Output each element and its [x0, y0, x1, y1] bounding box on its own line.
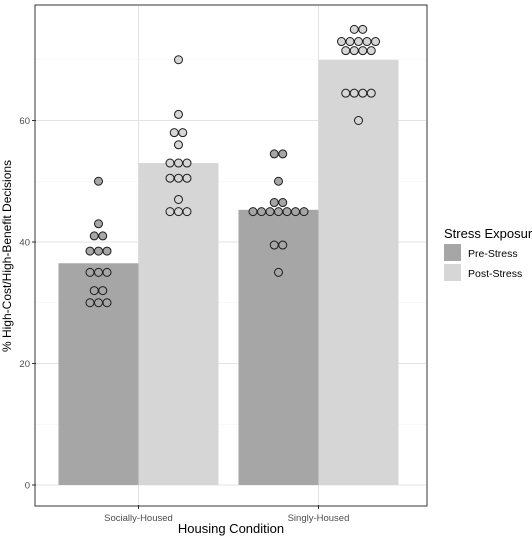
data-point: [371, 37, 380, 47]
data-point: [354, 37, 363, 47]
data-point: [85, 267, 95, 277]
data-point: [85, 246, 95, 256]
data-point: [349, 88, 359, 98]
data-point: [178, 128, 188, 138]
data-point: [366, 46, 376, 56]
data-point: [274, 207, 283, 217]
data-point: [94, 246, 103, 256]
data-point: [89, 231, 99, 241]
data-point: [174, 109, 183, 119]
data-point: [257, 207, 266, 217]
data-point: [165, 158, 175, 168]
bar-post-stress-singly-housed: [318, 59, 399, 485]
bar-pre-stress-socially-housed: [58, 263, 139, 485]
legend-title: Stress Exposure: [444, 226, 532, 241]
data-point: [282, 207, 292, 217]
data-point: [174, 207, 183, 217]
data-point: [174, 173, 183, 183]
data-point: [366, 88, 376, 98]
x-axis: Socially-Housed Singly-Housed: [104, 505, 349, 524]
data-point: [94, 176, 103, 186]
legend-label-post-stress: Post-Stress: [468, 268, 522, 280]
data-point: [269, 198, 279, 208]
data-point: [358, 24, 368, 34]
data-point: [94, 298, 103, 308]
data-point: [269, 149, 279, 159]
data-point: [358, 46, 368, 56]
x-tick-label: Socially-Housed: [104, 513, 173, 524]
data-point: [174, 55, 183, 65]
data-point: [278, 149, 288, 159]
data-point: [349, 24, 359, 34]
y-axis-label: % High-Cost/High-Benefit Decisions: [0, 160, 14, 352]
y-tick-label: 0: [25, 481, 30, 492]
y-tick-label: 60: [19, 116, 30, 127]
data-point: [274, 267, 283, 277]
points-group: [85, 24, 380, 308]
data-point: [174, 158, 183, 168]
data-point: [182, 158, 192, 168]
data-point: [98, 231, 108, 241]
data-point: [174, 194, 183, 204]
data-point: [278, 240, 288, 250]
data-point: [345, 37, 355, 47]
bar-pre-stress-singly-housed: [238, 209, 319, 486]
y-tick-label: 20: [19, 359, 30, 370]
data-point: [182, 207, 192, 217]
bar-post-stress-socially-housed: [138, 163, 219, 485]
data-point: [174, 140, 183, 150]
legend-label-pre-stress: Pre-Stress: [468, 248, 518, 260]
data-point: [269, 240, 279, 250]
data-point: [299, 207, 309, 217]
data-point: [169, 128, 179, 138]
bars-group: [58, 59, 399, 486]
data-point: [165, 173, 175, 183]
data-point: [248, 207, 258, 217]
data-point: [89, 286, 99, 296]
x-tick-label: Singly-Housed: [288, 513, 350, 524]
data-point: [165, 207, 175, 217]
data-point: [337, 37, 346, 47]
data-point: [98, 286, 108, 296]
x-axis-label: Housing Condition: [178, 521, 284, 536]
data-point: [265, 207, 275, 217]
y-tick-label: 40: [19, 238, 30, 249]
legend: Stress Exposure Pre-Stress Post-Stress: [444, 226, 532, 281]
data-point: [354, 116, 363, 125]
data-point: [102, 267, 112, 277]
data-point: [94, 267, 103, 277]
data-point: [341, 46, 351, 56]
legend-key-pre-stress: [444, 244, 461, 261]
data-point: [102, 246, 112, 256]
y-axis: 0 20 40 60: [19, 116, 36, 492]
legend-key-post-stress: [444, 264, 461, 281]
data-point: [278, 198, 288, 208]
data-point: [349, 46, 359, 56]
data-point: [85, 298, 95, 308]
data-point: [94, 219, 103, 229]
data-point: [274, 176, 283, 186]
data-point: [291, 207, 300, 217]
data-point: [102, 298, 112, 308]
data-point: [341, 88, 351, 98]
data-point: [358, 88, 368, 98]
data-point: [182, 173, 192, 183]
data-point: [362, 37, 372, 47]
